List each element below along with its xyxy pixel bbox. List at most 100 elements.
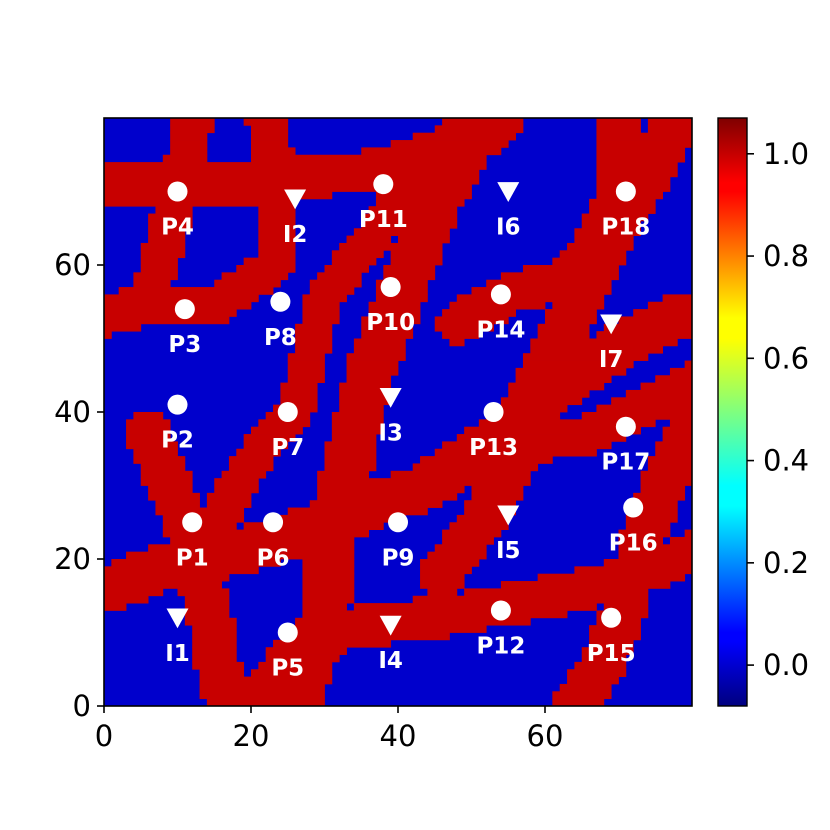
heatmap-cell-run <box>287 360 325 369</box>
heatmap-cell-run <box>647 301 692 310</box>
heatmap-cell-run <box>324 456 377 464</box>
heatmap-cell-run <box>471 485 524 494</box>
heatmap-cell-run <box>251 140 289 148</box>
heatmap-cell-run <box>243 434 296 442</box>
producer-well-marker <box>483 402 504 422</box>
heatmap-cell-run <box>611 397 692 406</box>
heatmap-cell-run <box>368 206 458 214</box>
heatmap-cell-run <box>104 588 164 597</box>
heatmap-cell-run <box>464 507 516 516</box>
heatmap-cell-run <box>442 536 494 545</box>
heatmap-cell-run <box>140 242 186 251</box>
heatmap-cell-run <box>199 691 325 700</box>
heatmap-cell-run <box>192 625 237 633</box>
heatmap-cell-run <box>361 316 421 325</box>
heatmap-cell-run <box>104 176 480 185</box>
heatmap-cell-run <box>192 639 237 648</box>
heatmap-cell-run <box>375 294 428 303</box>
heatmap-cell-run <box>669 419 692 428</box>
heatmap-cell-run <box>412 463 539 472</box>
heatmap-cell-run <box>515 367 627 376</box>
heatmap-cell-run <box>589 639 634 648</box>
heatmap-cell-run <box>500 272 619 281</box>
heatmap-cell-run <box>258 228 296 236</box>
producer-well-marker <box>263 512 284 533</box>
heatmap-cell-run <box>104 191 333 200</box>
well-label: P13 <box>469 435 518 461</box>
heatmap-cell-run <box>375 287 428 295</box>
heatmap-cell-run <box>295 617 531 626</box>
heatmap-cell-run <box>427 588 458 597</box>
heatmap-cell-run <box>258 235 296 244</box>
heatmap-cell-run <box>170 118 215 126</box>
heatmap-cell-run <box>206 698 325 706</box>
heatmap-cell-run <box>449 301 546 310</box>
heatmap-cell-run <box>522 360 634 369</box>
well-label: P9 <box>382 545 415 571</box>
heatmap-cell-run <box>449 522 509 530</box>
heatmap-cell-run <box>140 250 186 259</box>
heatmap-cell-run <box>199 676 333 685</box>
heatmap-cell-run <box>140 257 178 266</box>
heatmap-cell-run <box>596 118 641 126</box>
heatmap-cell-run <box>170 132 208 141</box>
heatmap-cell-run <box>633 492 686 501</box>
heatmap-cell-run <box>545 309 597 317</box>
heatmap-cell-run <box>640 382 692 391</box>
heatmap-cell-run <box>184 603 230 611</box>
heatmap-cell-run <box>317 470 369 479</box>
heatmap-cell-run <box>339 389 392 398</box>
heatmap-cell-run <box>192 632 237 641</box>
producer-well-marker <box>615 416 636 437</box>
heatmap-cell-run <box>317 485 465 494</box>
heatmap-cell-run <box>104 169 480 178</box>
heatmap-cell-run <box>331 257 377 266</box>
heatmap-cell-run <box>368 301 421 310</box>
heatmap-cell-run <box>368 309 421 317</box>
heatmap-cell-run <box>434 544 487 553</box>
heatmap-cell-run <box>662 426 692 435</box>
heatmap-cell-run <box>596 125 641 134</box>
heatmap-cell-run <box>684 360 692 369</box>
heatmap-cell-run <box>148 544 355 553</box>
heatmap-cell-run <box>346 367 399 376</box>
heatmap-cell-run <box>258 213 296 222</box>
heatmap-cell-run <box>155 206 193 214</box>
heatmap-cell-run <box>302 581 355 589</box>
heatmap-cell-run <box>302 294 347 303</box>
injector-well-marker <box>284 189 307 210</box>
heatmap-cell-run <box>596 331 692 339</box>
heatmap-cell-run <box>104 184 472 192</box>
heatmap-cell-run <box>126 441 178 450</box>
heatmap-cell-run <box>184 610 230 619</box>
heatmap-cell-run <box>508 382 605 391</box>
heatmap-cell-run <box>331 426 384 435</box>
well-label: I1 <box>165 641 190 667</box>
heatmap-cell-run <box>324 448 377 457</box>
heatmap-cell-run <box>684 529 692 538</box>
heatmap-cell-run <box>486 412 561 420</box>
heatmap-cell-run <box>434 316 509 325</box>
heatmap-cell-run <box>302 309 340 317</box>
heatmap-cell-run <box>559 250 627 259</box>
heatmap-cell-run <box>655 375 692 383</box>
heatmap-cell-run <box>383 272 436 281</box>
heatmap-cell-run <box>567 676 619 685</box>
heatmap-cell-run <box>104 294 259 303</box>
producer-well-marker <box>388 512 408 533</box>
y-tick-label: 40 <box>54 395 91 429</box>
heatmap-cell-run <box>221 470 267 479</box>
heatmap-cell-run <box>464 426 641 435</box>
x-tick-label: 40 <box>380 719 417 753</box>
heatmap-cell-run <box>346 353 406 361</box>
heatmap-cell-run <box>603 603 649 611</box>
heatmap-cell-run <box>206 492 252 501</box>
heatmap-cell-run <box>162 529 369 538</box>
colorbar: 0.0 0.2 0.4 0.6 0.8 1.0 <box>717 117 809 707</box>
heatmap-cell-run <box>655 441 692 450</box>
heatmap-cell-run <box>302 301 340 310</box>
heatmap-cell-run <box>265 514 406 523</box>
heatmap-cell-run <box>140 265 178 273</box>
heatmap-cell-run <box>581 412 692 420</box>
